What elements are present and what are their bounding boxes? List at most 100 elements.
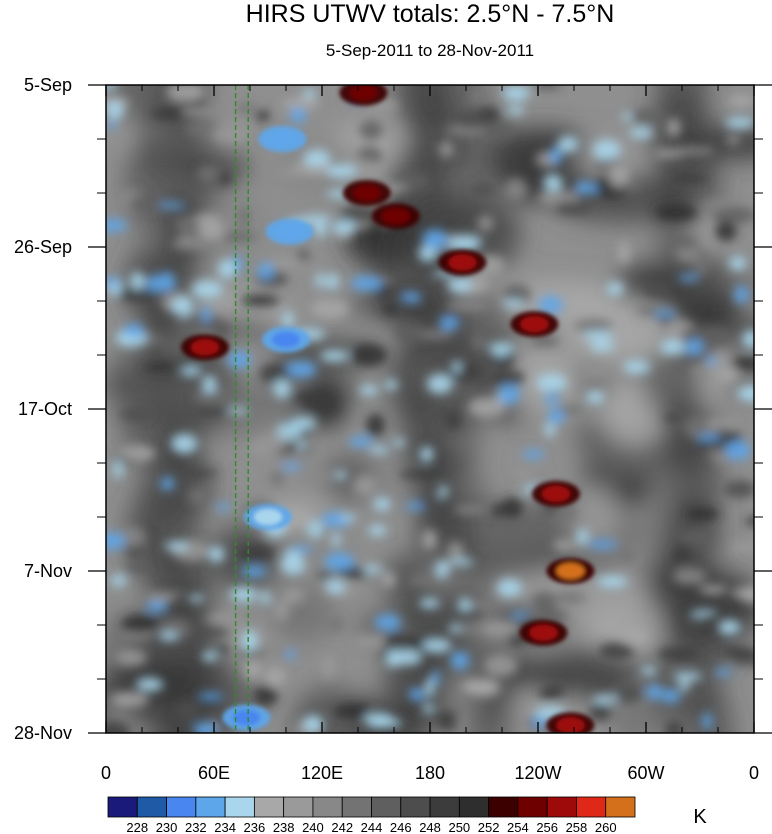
texture-speck <box>270 470 285 487</box>
texture-blue-speck <box>422 229 448 249</box>
texture-speck <box>353 635 386 648</box>
colorbar-level-label: 252 <box>478 820 500 834</box>
texture-blue-speck <box>659 340 686 355</box>
texture-blob <box>553 648 626 690</box>
texture-blue-speck <box>241 630 259 651</box>
texture-blue-speck <box>198 692 224 700</box>
texture-blue-speck <box>315 272 325 289</box>
colorbar-swatch <box>488 796 519 818</box>
texture-blue-speck <box>503 299 525 308</box>
texture-blue-speck <box>549 147 563 165</box>
texture-blue-speck <box>408 688 425 701</box>
texture-blue-speck <box>163 271 173 282</box>
texture-speck <box>673 544 691 567</box>
texture-blue-speck <box>543 174 563 192</box>
texture-blue-speck <box>499 384 520 405</box>
texture-blue-speck <box>281 463 302 470</box>
texture-blue-speck <box>331 533 342 546</box>
texture-blue-speck <box>229 587 259 602</box>
warm-feature <box>448 254 477 271</box>
texture-speck <box>238 544 275 563</box>
texture-blue-speck <box>679 679 690 692</box>
x-tick-label: 120W <box>514 763 561 783</box>
texture-speck <box>446 299 489 312</box>
x-tick-label: 120E <box>301 763 343 783</box>
texture-blue-speck <box>646 684 663 700</box>
texture-speck <box>552 190 569 198</box>
texture-blue-speck <box>435 560 450 578</box>
texture-speck <box>176 233 199 247</box>
colorbar-swatch <box>107 796 138 818</box>
texture-speck <box>533 85 562 89</box>
texture-blue-speck <box>273 379 291 399</box>
texture-speck <box>353 475 378 497</box>
texture-blue-speck <box>364 712 394 729</box>
texture-speck <box>298 469 331 485</box>
texture-speck <box>694 251 708 276</box>
texture-speck <box>115 286 155 302</box>
texture-blue-speck <box>458 597 472 612</box>
texture-blue-speck <box>696 434 722 441</box>
texture-blue-speck <box>113 460 123 479</box>
texture-blue-speck <box>338 514 357 521</box>
texture-speck <box>206 613 236 624</box>
colorbar-level-label: 260 <box>595 820 617 834</box>
texture-speck <box>582 368 608 376</box>
reference-lines <box>234 85 249 733</box>
texture-speck <box>554 200 593 215</box>
texture-speck <box>532 591 557 614</box>
texture-speck <box>745 516 754 526</box>
texture-blue-speck <box>324 552 355 571</box>
texture-blue-speck <box>303 150 331 167</box>
texture-speck <box>573 318 613 333</box>
texture-speck <box>681 612 704 630</box>
texture-blue-speck <box>543 395 560 405</box>
texture-blue-speck <box>303 715 324 732</box>
texture-band <box>684 683 734 733</box>
texture-speck <box>445 411 461 431</box>
texture-speck <box>452 111 494 129</box>
colorbar-swatch <box>546 796 577 818</box>
texture-speck <box>254 685 278 707</box>
texture-speck <box>321 655 336 679</box>
texture-blue-speck <box>159 631 179 641</box>
texture-blue-speck <box>106 219 128 232</box>
cold-feature <box>275 223 304 240</box>
texture-speck <box>515 471 533 479</box>
texture-speck <box>592 190 607 197</box>
texture-speck <box>166 85 205 102</box>
texture-blue-speck <box>592 139 621 160</box>
texture-speck <box>336 566 371 579</box>
texture-speck <box>503 283 532 305</box>
x-tick-label: 0 <box>749 763 759 783</box>
texture-speck <box>236 103 257 114</box>
texture-speck <box>698 585 728 595</box>
texture-speck <box>216 171 234 186</box>
texture-blue-speck <box>438 485 448 498</box>
texture-blue-speck <box>215 503 231 511</box>
texture-speck <box>408 573 445 588</box>
texture-blue-speck <box>702 712 712 730</box>
texture-band <box>123 134 175 235</box>
texture-speck <box>187 626 230 638</box>
texture-speck <box>398 470 439 480</box>
texture-speck <box>216 232 258 241</box>
texture-blue-speck <box>208 545 225 563</box>
texture-blue-speck <box>280 555 306 575</box>
heatmap-field <box>106 85 754 733</box>
y-tick-label: 5-Sep <box>24 75 72 95</box>
texture-speck <box>468 397 507 418</box>
texture-speck <box>712 206 754 224</box>
texture-blue-speck <box>393 438 405 448</box>
texture-speck <box>739 585 754 604</box>
texture-speck <box>731 655 754 667</box>
texture-speck <box>185 470 220 477</box>
texture-blue-speck <box>188 595 205 603</box>
texture-speck <box>544 684 566 696</box>
colorbar-level-label: 254 <box>507 820 529 834</box>
texture-blue-speck <box>325 579 346 594</box>
x-axis: 0 60E 120E 180 120W 60W 0 <box>101 85 759 783</box>
texture-blue-speck <box>106 277 122 286</box>
colorbar-swatch <box>605 796 636 818</box>
texture-blue-speck <box>106 101 124 120</box>
